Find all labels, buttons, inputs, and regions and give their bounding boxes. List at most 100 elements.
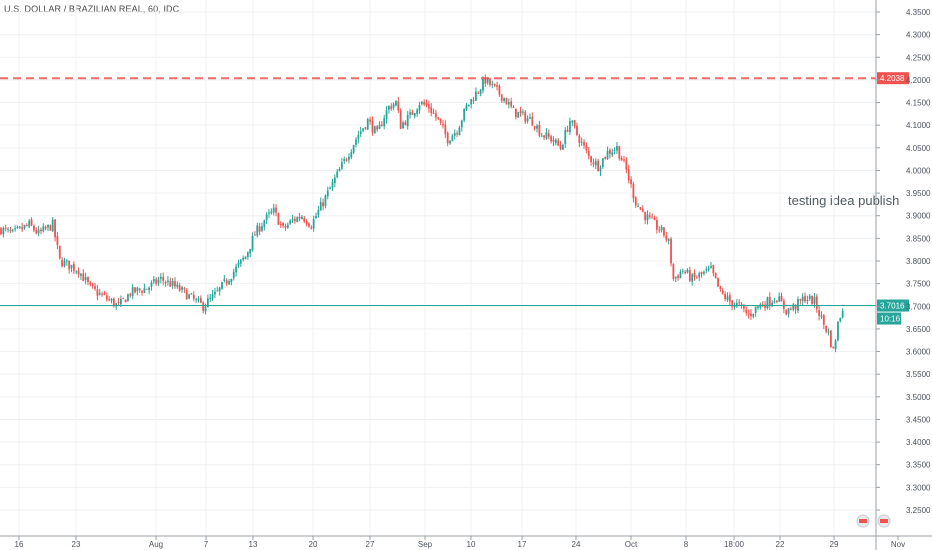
idea-annotation: testing idea publish <box>788 193 900 208</box>
candle-body <box>531 116 534 126</box>
candle-body <box>477 92 480 94</box>
y-tick-label: 3.8500 <box>906 234 931 243</box>
candle-body <box>25 225 28 227</box>
candle-body <box>315 215 317 219</box>
candle-body <box>547 133 550 137</box>
y-tick-label: 3.4500 <box>906 415 931 424</box>
x-tick-label: 8 <box>684 540 689 549</box>
candle-body <box>768 296 771 306</box>
candle-body <box>289 220 292 224</box>
candle-body <box>65 260 68 262</box>
candle-body <box>686 269 689 273</box>
candle-body <box>625 160 628 170</box>
candle-body <box>522 111 524 113</box>
candle-body <box>503 98 506 101</box>
candle-body <box>105 295 108 300</box>
candle-body <box>51 219 54 232</box>
y-tick-label: 4.2500 <box>906 53 931 62</box>
candle-body <box>665 235 668 240</box>
candle-body <box>371 120 374 133</box>
candle-body <box>11 229 14 231</box>
candle-body <box>199 298 202 303</box>
candle-body <box>630 179 632 184</box>
candle-body <box>432 112 435 114</box>
candle-body <box>296 217 299 222</box>
candle-body <box>728 295 731 302</box>
candle-body <box>627 169 630 181</box>
candle-body <box>380 124 383 127</box>
candle-body <box>444 124 447 134</box>
candle-body <box>698 273 701 278</box>
candle-body <box>68 260 71 270</box>
candle-body <box>493 83 496 86</box>
candle-body <box>707 268 710 271</box>
time-axis[interactable]: 16 23 Aug 7 13 20 27 Sep 10 17 24 Oct 8 18:00 22 29 Nov <box>0 535 932 549</box>
candle-body <box>735 303 738 307</box>
candle-body <box>272 207 275 213</box>
candle-body <box>202 302 205 311</box>
candle-body <box>127 294 129 302</box>
candle-body <box>84 277 87 280</box>
y-tick-label: 3.3000 <box>906 483 931 492</box>
candle-body <box>573 120 576 127</box>
candle-body <box>192 294 195 299</box>
candle-body <box>383 118 386 127</box>
candle-body <box>357 134 360 140</box>
candle-body <box>348 156 350 160</box>
candle-body <box>63 260 66 267</box>
candle-body <box>77 270 80 275</box>
candle-body <box>9 230 12 232</box>
x-tick-label: 7 <box>204 540 209 549</box>
candle-body <box>442 123 444 126</box>
candle-body <box>545 132 548 139</box>
candle-body <box>178 285 181 291</box>
candle-body <box>18 226 21 228</box>
candle-body <box>145 288 148 290</box>
price-axis[interactable]: 4.3500 4.3000 4.2500 4.2000 4.1500 4.1000 4.05… <box>875 0 931 550</box>
candle-body <box>479 89 482 94</box>
x-tick-label: Oct <box>625 540 638 549</box>
candle-body <box>28 220 31 227</box>
candle-body <box>392 104 395 108</box>
candle-body <box>343 158 346 162</box>
candle-body <box>246 252 249 257</box>
x-tick-label: 13 <box>249 540 258 549</box>
candle-body <box>439 118 442 123</box>
candle-body <box>482 78 484 91</box>
y-tick-label: 3.2500 <box>906 506 931 515</box>
candle-body <box>366 118 369 130</box>
candle-body <box>634 197 637 206</box>
candle-body <box>181 287 183 290</box>
y-tick-label: 4.2000 <box>906 76 931 85</box>
candle-body <box>270 211 273 214</box>
candle-body <box>119 298 122 305</box>
candle-body <box>7 228 9 230</box>
y-tick-label: 3.6500 <box>906 325 931 334</box>
candle-body <box>244 256 247 260</box>
candle-body <box>667 239 670 241</box>
candle-body <box>808 295 811 300</box>
candle-body <box>489 78 491 85</box>
candle-body <box>183 288 186 290</box>
y-tick-label: 4.0500 <box>906 144 931 153</box>
candle-body <box>385 110 388 120</box>
candle-body <box>14 228 17 230</box>
candle-body <box>747 313 750 315</box>
candle-body <box>797 299 799 311</box>
flag-icon-stripe <box>859 519 867 523</box>
chart-footer-icons <box>856 514 891 528</box>
x-tick-label: 23 <box>72 540 81 549</box>
candle-body <box>355 139 357 145</box>
candle-body <box>585 145 588 151</box>
candle-body <box>526 118 529 122</box>
last-price-badge <box>877 299 909 312</box>
candle-body <box>710 266 712 268</box>
candle-body <box>646 214 649 221</box>
candle-body <box>23 225 26 229</box>
candle-body <box>536 125 538 129</box>
candle-body <box>223 279 226 282</box>
candle-body <box>141 291 143 293</box>
candle-body <box>388 105 390 110</box>
y-tick-label: 3.8000 <box>906 257 931 266</box>
